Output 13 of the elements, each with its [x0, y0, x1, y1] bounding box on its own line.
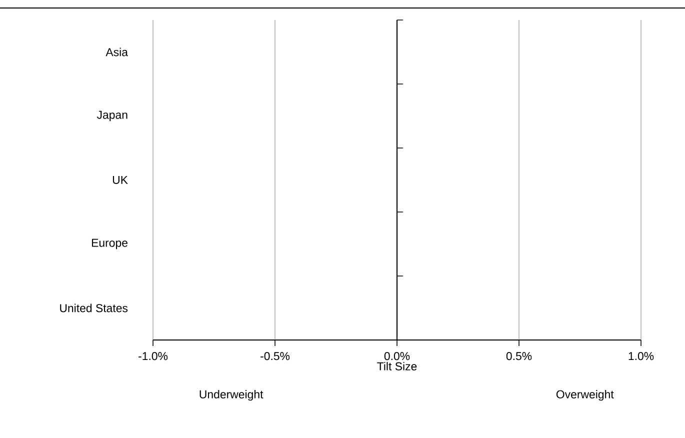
text: Overweight: [556, 390, 614, 401]
y-tick-label: Japan: [96, 110, 128, 122]
x-axis-title: Tilt Size: [377, 362, 417, 370]
x-tick-label: -0.5%: [260, 352, 290, 360]
text: Underweight: [200, 390, 264, 401]
y-tick-label: Asia: [106, 48, 128, 56]
y-tick-label: United States: [60, 304, 128, 312]
x-tick-label: -1.0%: [138, 352, 168, 360]
x-tick-label: 0.5%: [506, 352, 532, 360]
x-tick-label: 0.0%: [384, 352, 410, 360]
y-tick-label: UK: [112, 176, 128, 184]
y-tick-label: Europe: [92, 238, 128, 250]
x-tick-label: 1.0%: [628, 352, 654, 360]
